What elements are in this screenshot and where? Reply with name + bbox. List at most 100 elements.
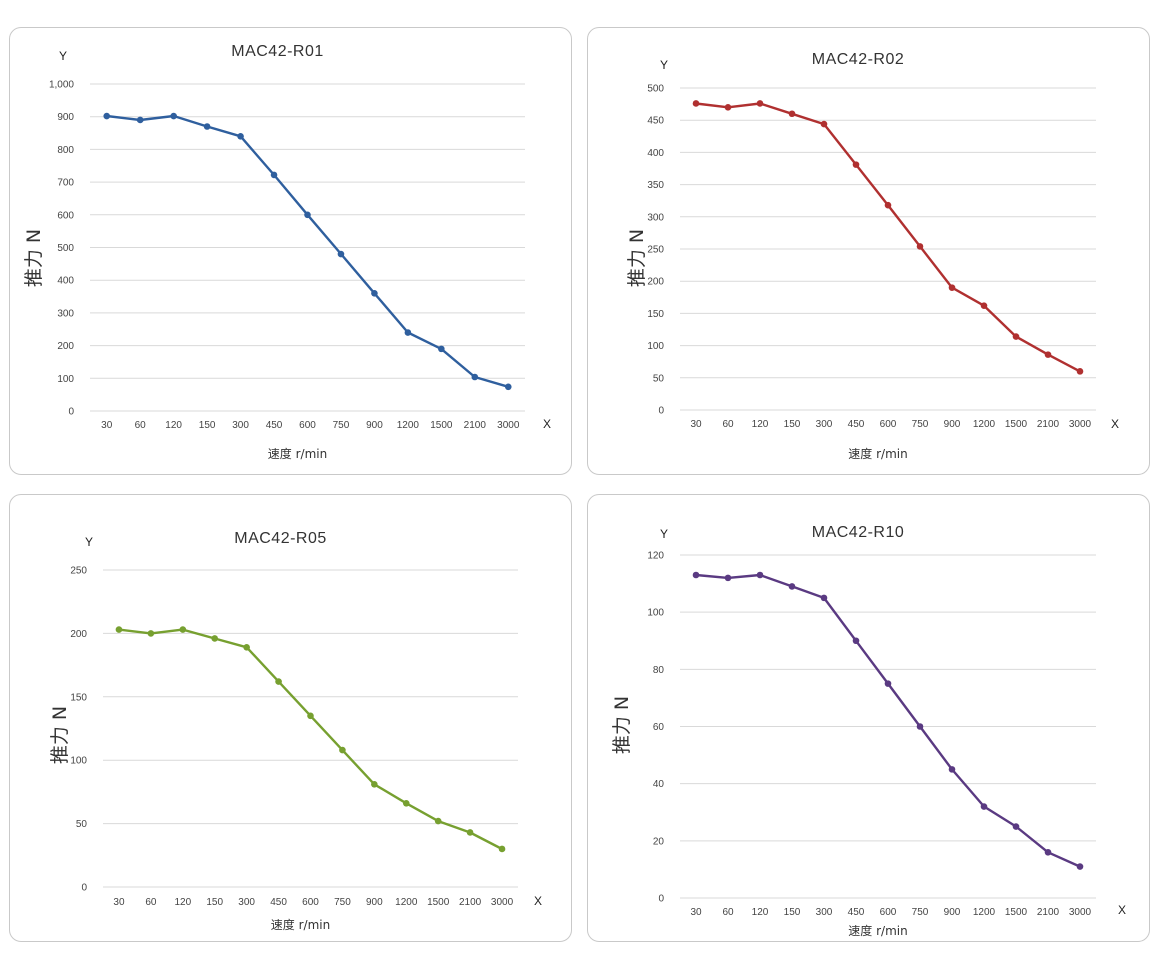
y-axis-marker: Y bbox=[660, 527, 668, 541]
y-tick-label: 100 bbox=[57, 374, 74, 385]
data-point bbox=[270, 171, 278, 179]
data-point bbox=[788, 583, 796, 590]
data-point bbox=[136, 116, 144, 124]
y-axis-label: 推力 N bbox=[626, 229, 648, 287]
data-point bbox=[179, 626, 187, 633]
x-tick-label: 600 bbox=[880, 419, 897, 430]
x-axis-marker: X bbox=[1118, 903, 1126, 917]
data-point bbox=[1012, 333, 1020, 340]
data-point bbox=[434, 817, 442, 825]
x-tick-label: 120 bbox=[752, 907, 769, 918]
chart-svg-r10: 0 20 40 60 80 100 120 30 60 120 150 300 450 600 750 900… bbox=[611, 524, 1126, 938]
x-tick-label: 2100 bbox=[464, 420, 487, 431]
x-tick-label: 900 bbox=[944, 907, 961, 918]
x-tick-label: 3000 bbox=[1069, 907, 1092, 918]
y-tick-label: 700 bbox=[57, 178, 74, 189]
x-tick-label: 120 bbox=[165, 420, 182, 431]
x-tick-label: 1500 bbox=[1005, 419, 1028, 430]
data-point bbox=[211, 635, 219, 642]
y-tick-label: 250 bbox=[647, 245, 664, 256]
y-axis-marker: Y bbox=[85, 535, 93, 549]
data-point bbox=[1012, 823, 1020, 830]
x-tick-label: 2100 bbox=[459, 897, 482, 908]
series-line bbox=[118, 628, 503, 851]
data-point bbox=[115, 626, 123, 633]
data-point bbox=[438, 345, 445, 353]
x-tick-label: 1500 bbox=[1005, 907, 1028, 918]
x-tick-label: 450 bbox=[848, 907, 865, 918]
x-tick-label: 60 bbox=[722, 419, 734, 430]
x-tick-label: 300 bbox=[816, 907, 833, 918]
x-tick-label: 450 bbox=[270, 897, 287, 908]
x-tick-label: 450 bbox=[848, 419, 865, 430]
x-tick-label: 30 bbox=[101, 420, 113, 431]
data-point bbox=[371, 289, 378, 297]
data-point bbox=[756, 100, 764, 107]
y-tick-label: 500 bbox=[647, 84, 664, 95]
x-tick-label: 150 bbox=[784, 907, 801, 918]
chart-title: MAC42-R02 bbox=[812, 51, 905, 68]
chart-panel-r05: 0 50 100 150 200 250 30 60 120 150 300 450 600 750 900… bbox=[9, 494, 572, 942]
x-tick-label: 600 bbox=[299, 420, 316, 431]
x-tick-label: 120 bbox=[752, 419, 769, 430]
y-tick-label: 100 bbox=[70, 756, 87, 767]
data-point bbox=[237, 133, 244, 140]
y-tick-label: 350 bbox=[647, 180, 664, 191]
x-axis-marker: X bbox=[534, 894, 542, 908]
x-tick-label: 900 bbox=[366, 897, 383, 908]
chart-panel-r10: 0 20 40 60 80 100 120 30 60 120 150 300 450 600 750 900… bbox=[587, 494, 1150, 942]
x-tick-label: 150 bbox=[199, 420, 216, 431]
x-tick-label: 150 bbox=[784, 419, 801, 430]
data-point bbox=[466, 829, 474, 836]
x-tick-label: 2100 bbox=[1037, 419, 1060, 430]
data-point bbox=[170, 112, 177, 120]
data-point bbox=[275, 678, 282, 685]
chart-title: MAC42-R10 bbox=[812, 524, 905, 541]
y-tick-label: 200 bbox=[70, 629, 87, 640]
y-tick-label: 0 bbox=[658, 894, 664, 905]
chart-svg-r01: 0 100 200 300 400 500 600 700 800 900 1,000 30 60 120… bbox=[23, 43, 551, 461]
y-tick-label: 400 bbox=[647, 148, 664, 159]
y-tick-label: 100 bbox=[647, 608, 664, 619]
data-point bbox=[692, 100, 700, 107]
data-point bbox=[884, 680, 892, 687]
x-tick-label: 300 bbox=[238, 897, 255, 908]
data-point bbox=[307, 712, 314, 720]
y-axis-label: 推力 N bbox=[49, 706, 71, 764]
x-tick-label: 30 bbox=[690, 419, 702, 430]
y-axis-marker: Y bbox=[59, 49, 67, 63]
data-point bbox=[147, 630, 155, 637]
data-point bbox=[756, 571, 764, 579]
y-tick-label: 400 bbox=[57, 276, 74, 287]
x-tick-label: 750 bbox=[333, 420, 350, 431]
data-point bbox=[203, 123, 211, 130]
x-tick-label: 3000 bbox=[1069, 419, 1092, 430]
x-tick-label: 750 bbox=[912, 907, 929, 918]
y-tick-label: 200 bbox=[57, 341, 74, 352]
x-tick-label: 1200 bbox=[395, 897, 418, 908]
y-tick-label: 60 bbox=[653, 722, 665, 733]
x-tick-label: 1200 bbox=[973, 419, 996, 430]
x-tick-label: 2100 bbox=[1037, 907, 1060, 918]
x-tick-label: 1200 bbox=[973, 907, 996, 918]
chart-panel-r01: 0 100 200 300 400 500 600 700 800 900 1,000 30 60 120… bbox=[9, 27, 572, 475]
chart-svg-r05: 0 50 100 150 200 250 30 60 120 150 300 450 600 750 900… bbox=[49, 530, 542, 932]
y-tick-label: 150 bbox=[70, 692, 87, 703]
x-tick-label: 900 bbox=[944, 419, 961, 430]
data-point bbox=[948, 284, 956, 291]
y-tick-label: 100 bbox=[647, 341, 664, 352]
data-point bbox=[504, 383, 512, 391]
data-point bbox=[471, 373, 479, 381]
x-tick-label: 750 bbox=[334, 897, 351, 908]
data-point bbox=[724, 574, 732, 582]
data-point bbox=[371, 780, 378, 788]
data-point bbox=[884, 201, 892, 209]
x-tick-label: 600 bbox=[880, 907, 897, 918]
data-point bbox=[103, 112, 111, 120]
x-axis-label: 速度 r/min bbox=[271, 917, 330, 932]
y-tick-label: 500 bbox=[57, 243, 74, 254]
y-tick-label: 150 bbox=[647, 309, 664, 320]
data-point bbox=[948, 766, 956, 773]
x-axis-label: 速度 r/min bbox=[268, 446, 327, 461]
x-axis-marker: X bbox=[1111, 417, 1119, 431]
